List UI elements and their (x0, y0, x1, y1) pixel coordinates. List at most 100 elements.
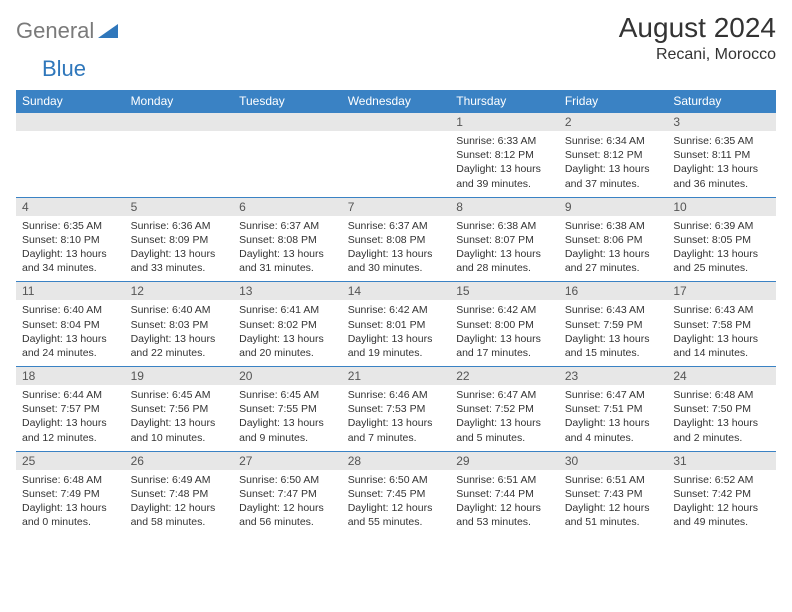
sunset-line: Sunset: 8:09 PM (131, 233, 228, 247)
sunset-line: Sunset: 7:53 PM (348, 402, 445, 416)
calendar-day-cell: 14Sunrise: 6:42 AMSunset: 8:01 PMDayligh… (342, 282, 451, 367)
daylight-line-2: and 55 minutes. (348, 515, 445, 529)
sunset-line: Sunset: 7:49 PM (22, 487, 119, 501)
sunrise-line: Sunrise: 6:37 AM (348, 219, 445, 233)
daylight-line-1: Daylight: 13 hours (348, 247, 445, 261)
sunset-line: Sunset: 8:02 PM (239, 318, 336, 332)
day-number: 25 (16, 452, 125, 470)
daylight-line-2: and 31 minutes. (239, 261, 336, 275)
sunset-line: Sunset: 7:43 PM (565, 487, 662, 501)
calendar-day-cell: 19 Sunrise: 6:45 AMSunset: 7:56 PMDayligh… (125, 367, 234, 452)
daylight-line-2: and 5 minutes. (456, 431, 553, 445)
calendar-day-cell (233, 113, 342, 198)
daylight-line-2: and 10 minutes. (131, 431, 228, 445)
daylight-line-2: and 39 minutes. (456, 177, 553, 191)
calendar-day-cell: 16Sunrise: 6:43 AMSunset: 7:59 PMDayligh… (559, 282, 668, 367)
day-number: 16 (559, 282, 668, 300)
daylight-line-2: and 20 minutes. (239, 346, 336, 360)
sunrise-line: Sunrise: 6:44 AM (22, 388, 119, 402)
day-body: Sunrise: 6:50 AMSunset: 7:47 PMDaylight:… (233, 470, 342, 536)
daylight-line-2: and 19 minutes. (348, 346, 445, 360)
sunrise-line: Sunrise: 6:33 AM (456, 134, 553, 148)
brand-triangle-icon (98, 22, 118, 40)
sunrise-line: Sunrise: 6:50 AM (239, 473, 336, 487)
location-label: Recani, Morocco (619, 46, 776, 64)
calendar-day-cell: 23Sunrise: 6:47 AMSunset: 7:51 PMDayligh… (559, 367, 668, 452)
day-number: 3 (667, 113, 776, 131)
day-number: 17 (667, 282, 776, 300)
calendar-day-cell: 28Sunrise: 6:50 AMSunset: 7:45 PMDayligh… (342, 451, 451, 535)
daylight-line-2: and 28 minutes. (456, 261, 553, 275)
sunset-line: Sunset: 7:56 PM (131, 402, 228, 416)
daylight-line-2: and 9 minutes. (239, 431, 336, 445)
calendar-day-cell: 10Sunrise: 6:39 AMSunset: 8:05 PMDayligh… (667, 197, 776, 282)
calendar-day-cell (16, 113, 125, 198)
day-body: Sunrise: 6:44 AMSunset: 7:57 PMDaylight:… (16, 385, 125, 451)
daylight-line-1: Daylight: 13 hours (131, 332, 228, 346)
weekday-header: Friday (559, 90, 668, 113)
day-body: Sunrise: 6:50 AMSunset: 7:45 PMDaylight:… (342, 470, 451, 536)
sunrise-line: Sunrise: 6:34 AM (565, 134, 662, 148)
daylight-line-1: Daylight: 13 hours (131, 416, 228, 430)
day-number: 9 (559, 198, 668, 216)
weekday-header-row: Sunday Monday Tuesday Wednesday Thursday… (16, 90, 776, 113)
sunrise-line: Sunrise: 6:47 AM (456, 388, 553, 402)
day-body: Sunrise: 6:35 AMSunset: 8:11 PMDaylight:… (667, 131, 776, 197)
sunset-line: Sunset: 7:47 PM (239, 487, 336, 501)
daylight-line-1: Daylight: 12 hours (348, 501, 445, 515)
day-body: Sunrise: 6:41 AMSunset: 8:02 PMDaylight:… (233, 300, 342, 366)
day-number: 19 (125, 367, 234, 385)
day-number: 10 (667, 198, 776, 216)
sunrise-line: Sunrise: 6:47 AM (565, 388, 662, 402)
sunrise-line: Sunrise: 6:36 AM (131, 219, 228, 233)
brand-logo: General (16, 18, 118, 44)
brand-word-1: General (16, 18, 94, 44)
calendar-day-cell: 9Sunrise: 6:38 AMSunset: 8:06 PMDaylight… (559, 197, 668, 282)
day-body: Sunrise: 6:40 AMSunset: 8:03 PMDaylight:… (125, 300, 234, 366)
daylight-line-1: Daylight: 13 hours (456, 247, 553, 261)
calendar-day-cell: 31Sunrise: 6:52 AMSunset: 7:42 PMDayligh… (667, 451, 776, 535)
sunrise-line: Sunrise: 6:41 AM (239, 303, 336, 317)
daylight-line-1: Daylight: 13 hours (239, 247, 336, 261)
daylight-line-1: Daylight: 13 hours (131, 247, 228, 261)
daylight-line-1: Daylight: 13 hours (348, 416, 445, 430)
day-number: 11 (16, 282, 125, 300)
day-body: Sunrise: 6:38 AMSunset: 8:07 PMDaylight:… (450, 216, 559, 282)
calendar-week-row: 11Sunrise: 6:40 AMSunset: 8:04 PMDayligh… (16, 282, 776, 367)
daylight-line-2: and 12 minutes. (22, 431, 119, 445)
sunrise-line: Sunrise: 6:35 AM (22, 219, 119, 233)
daylight-line-1: Daylight: 13 hours (673, 162, 770, 176)
day-number: 31 (667, 452, 776, 470)
daylight-line-2: and 37 minutes. (565, 177, 662, 191)
sunset-line: Sunset: 8:12 PM (456, 148, 553, 162)
sunrise-line: Sunrise: 6:38 AM (565, 219, 662, 233)
daylight-line-1: Daylight: 13 hours (239, 332, 336, 346)
calendar-day-cell: 27Sunrise: 6:50 AMSunset: 7:47 PMDayligh… (233, 451, 342, 535)
day-body: Sunrise: 6:37 AMSunset: 8:08 PMDaylight:… (233, 216, 342, 282)
daylight-line-2: and 56 minutes. (239, 515, 336, 529)
daylight-line-1: Daylight: 13 hours (22, 501, 119, 515)
daylight-line-1: Daylight: 13 hours (239, 416, 336, 430)
sunrise-line: Sunrise: 6:49 AM (131, 473, 228, 487)
day-number: 29 (450, 452, 559, 470)
sunset-line: Sunset: 8:04 PM (22, 318, 119, 332)
page-title: August 2024 (619, 12, 776, 44)
sunrise-line: Sunrise: 6:51 AM (565, 473, 662, 487)
sunset-line: Sunset: 8:06 PM (565, 233, 662, 247)
calendar-day-cell: 4Sunrise: 6:35 AMSunset: 8:10 PMDaylight… (16, 197, 125, 282)
day-body: Sunrise: 6:48 AMSunset: 7:50 PMDaylight:… (667, 385, 776, 451)
daylight-line-1: Daylight: 12 hours (456, 501, 553, 515)
sunrise-line: Sunrise: 6:45 AM (131, 388, 228, 402)
daylight-line-2: and 27 minutes. (565, 261, 662, 275)
calendar-day-cell: 7Sunrise: 6:37 AMSunset: 8:08 PMDaylight… (342, 197, 451, 282)
daylight-line-1: Daylight: 13 hours (22, 247, 119, 261)
day-body: Sunrise: 6:38 AMSunset: 8:06 PMDaylight:… (559, 216, 668, 282)
daylight-line-2: and 36 minutes. (673, 177, 770, 191)
daylight-line-2: and 7 minutes. (348, 431, 445, 445)
calendar-day-cell: 30Sunrise: 6:51 AMSunset: 7:43 PMDayligh… (559, 451, 668, 535)
day-number: 21 (342, 367, 451, 385)
day-body: Sunrise: 6:43 AMSunset: 7:59 PMDaylight:… (559, 300, 668, 366)
day-body: Sunrise: 6:42 AMSunset: 8:01 PMDaylight:… (342, 300, 451, 366)
calendar-day-cell: 29Sunrise: 6:51 AMSunset: 7:44 PMDayligh… (450, 451, 559, 535)
sunrise-line: Sunrise: 6:42 AM (348, 303, 445, 317)
